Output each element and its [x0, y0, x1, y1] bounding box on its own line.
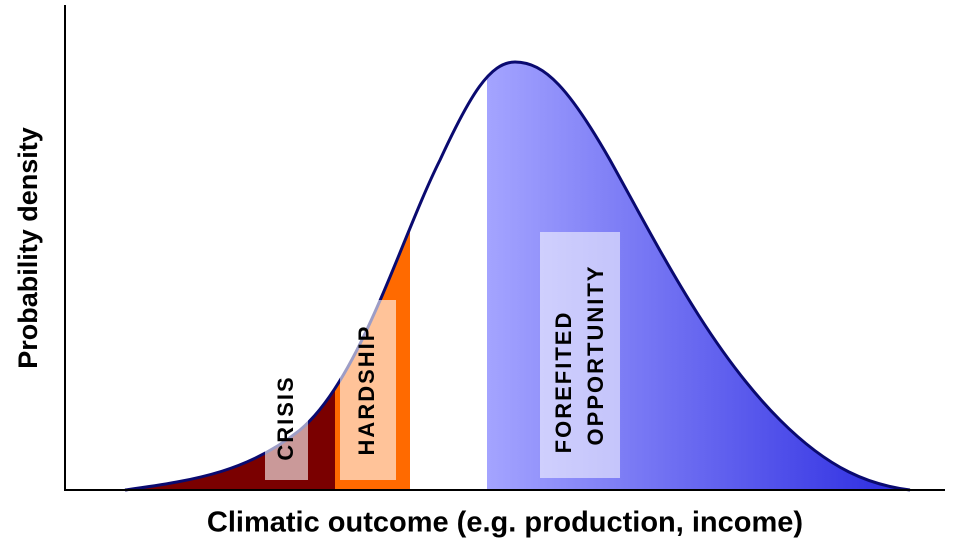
- label-box: [340, 300, 396, 480]
- x-axis-label: Climatic outcome (e.g. production, incom…: [207, 507, 803, 539]
- region-label: HARDSHIP: [354, 325, 379, 456]
- region-label: OPPORTUNITY: [583, 265, 608, 446]
- regions: [125, 62, 910, 490]
- region-label: CRISIS: [273, 375, 298, 460]
- label-box: [265, 358, 308, 480]
- label-box: [540, 232, 620, 478]
- y-axis-label: Probability density: [13, 127, 43, 369]
- region-label: FOREFITED: [551, 311, 576, 454]
